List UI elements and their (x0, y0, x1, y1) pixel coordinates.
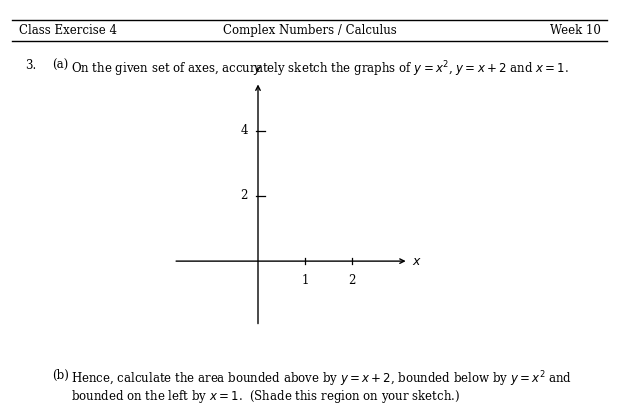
Text: Hence, calculate the area bounded above by $y = x + 2$, bounded below by $y = x^: Hence, calculate the area bounded above … (71, 369, 573, 389)
Text: 3.: 3. (25, 59, 36, 72)
Text: Complex Numbers / Calculus: Complex Numbers / Calculus (223, 24, 396, 37)
Text: bounded on the left by $x = 1$.  (Shade this region on your sketch.): bounded on the left by $x = 1$. (Shade t… (71, 388, 461, 406)
Text: $x$: $x$ (412, 255, 422, 268)
Text: 2: 2 (348, 273, 356, 286)
Text: Week 10: Week 10 (550, 24, 600, 37)
Text: $y$: $y$ (253, 63, 263, 77)
Text: On the given set of axes, accurately sketch the graphs of $y = x^2$, $y = x + 2$: On the given set of axes, accurately ske… (71, 59, 569, 79)
Text: (b): (b) (53, 369, 69, 382)
Text: (a): (a) (53, 59, 69, 72)
Text: 4: 4 (240, 124, 248, 137)
Text: 2: 2 (240, 189, 248, 202)
Text: Class Exercise 4: Class Exercise 4 (19, 24, 116, 37)
Text: 1: 1 (301, 273, 309, 286)
